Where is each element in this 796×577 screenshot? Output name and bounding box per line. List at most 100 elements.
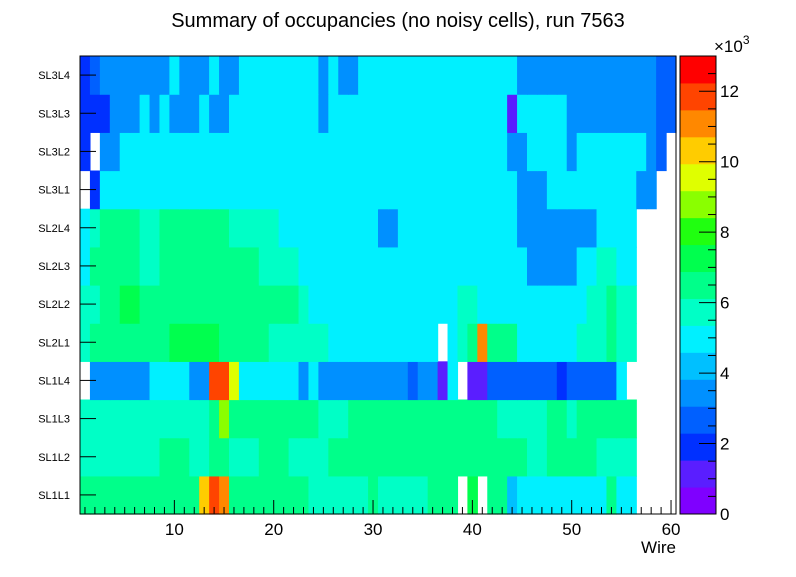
heatmap-cell [556, 285, 568, 324]
heatmap-cell [417, 208, 429, 248]
heatmap-cell [487, 246, 498, 286]
heatmap-cell [119, 361, 131, 401]
heatmap-cell [487, 361, 498, 401]
heatmap-cell [338, 56, 349, 95]
heatmap-cell [258, 399, 270, 439]
heatmap-cell [348, 323, 359, 362]
heatmap-cell [527, 399, 538, 439]
heatmap-cell [119, 246, 131, 286]
heatmap-cell [179, 170, 190, 210]
heatmap-cell [437, 285, 449, 324]
heatmap-cell [308, 170, 319, 210]
heatmap-cell [387, 437, 399, 477]
heatmap-cell [169, 399, 180, 439]
colorbar-band [680, 433, 716, 461]
heatmap-cell [129, 323, 141, 362]
heatmap-cell [238, 285, 250, 324]
heatmap-cell [606, 285, 617, 324]
heatmap-cell [417, 170, 429, 210]
heatmap-cell [477, 285, 488, 324]
heatmap-cell [507, 285, 518, 324]
heatmap-cell [467, 246, 478, 286]
heatmap-cell [219, 399, 230, 439]
heatmap-cell [149, 285, 161, 324]
heatmap-cell [378, 475, 389, 515]
heatmap-cell [576, 399, 588, 439]
heatmap-cell [417, 94, 429, 133]
heatmap-cell [666, 94, 677, 133]
heatmap-cell [149, 475, 161, 515]
heatmap-cell [546, 285, 558, 324]
heatmap-cell [368, 285, 379, 324]
heatmap-cell [546, 56, 558, 95]
heatmap-cell [576, 94, 588, 133]
heatmap-cell [189, 132, 200, 172]
heatmap-cell [566, 208, 578, 248]
heatmap-cell [576, 323, 588, 362]
heatmap-cell [447, 285, 459, 324]
heatmap-cell [447, 361, 459, 401]
heatmap-cell [99, 56, 111, 95]
heatmap-cell [129, 246, 141, 286]
heatmap-cell [209, 323, 220, 362]
heatmap-cell [387, 323, 399, 362]
heatmap-cell [566, 246, 578, 286]
heatmap-cell [397, 361, 409, 401]
heatmap-cell [318, 208, 329, 248]
heatmap-cell [99, 246, 111, 286]
heatmap-cell [348, 56, 359, 95]
heatmap-cell [626, 475, 637, 515]
heatmap-cell [149, 399, 161, 439]
heatmap-cell [328, 437, 339, 477]
heatmap-cell [576, 246, 588, 286]
heatmap-cell [109, 361, 121, 401]
heatmap-cell [169, 323, 180, 362]
heatmap-cell [238, 170, 250, 210]
heatmap-cell [407, 285, 419, 324]
heatmap-cell [497, 437, 508, 477]
heatmap-cell [109, 437, 121, 477]
heatmap-cell [149, 208, 161, 248]
heatmap-cell [169, 56, 180, 95]
heatmap-cell [278, 170, 290, 210]
heatmap-cell [616, 361, 627, 401]
heatmap-cell [298, 475, 310, 515]
heatmap-cell [368, 399, 379, 439]
heatmap-cell [536, 56, 548, 95]
heatmap-cell [407, 132, 419, 172]
heatmap-cell [606, 56, 617, 95]
heatmap-cell [626, 323, 637, 362]
heatmap-cell [527, 94, 538, 133]
heatmap-cell [338, 475, 349, 515]
heatmap-cell [467, 437, 478, 477]
heatmap-cell [497, 475, 508, 515]
colorbar-band [680, 379, 716, 407]
heatmap-cell [646, 170, 657, 210]
heatmap-cell [119, 399, 131, 439]
heatmap-cell [159, 246, 170, 286]
heatmap-cell [536, 361, 548, 401]
x-tick-label: 10 [165, 520, 184, 539]
heatmap-cell [378, 56, 389, 95]
heatmap-cell [556, 94, 568, 133]
heatmap-cell [169, 437, 180, 477]
heatmap-cell [407, 246, 419, 286]
heatmap-cell [606, 399, 617, 439]
heatmap-cell [258, 361, 270, 401]
heatmap-cell [278, 132, 290, 172]
heatmap-cell [159, 56, 170, 95]
heatmap-cell [437, 170, 449, 210]
heatmap-cell [397, 170, 409, 210]
heatmap-cell [139, 94, 151, 133]
heatmap-cell [308, 208, 319, 248]
heatmap-cell [437, 475, 449, 515]
heatmap-cell [527, 56, 538, 95]
heatmap-cell [308, 475, 319, 515]
heatmap-cell [606, 170, 617, 210]
chart-title: Summary of occupancies (no noisy cells),… [171, 10, 625, 32]
heatmap-cell [546, 361, 558, 401]
heatmap-cell [497, 132, 508, 172]
heatmap-cell [467, 285, 478, 324]
heatmap-cell [199, 437, 210, 477]
heatmap-cell [487, 56, 498, 95]
